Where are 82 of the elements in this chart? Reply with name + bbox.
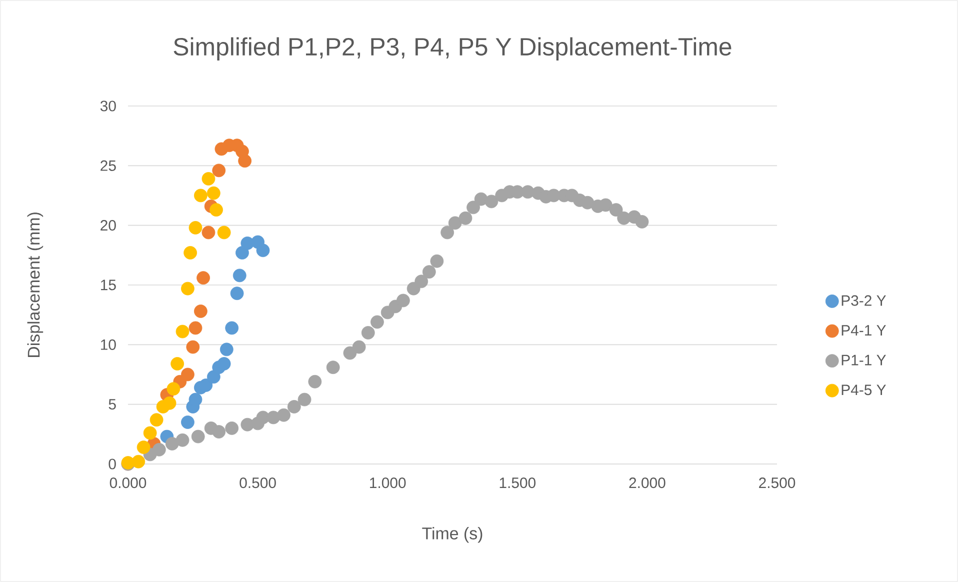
x-tick-label: 0.000 bbox=[110, 478, 146, 488]
point bbox=[225, 422, 239, 435]
y-tick-label: 15 bbox=[101, 280, 116, 290]
y-axis-title: Displacement (mm) bbox=[27, 212, 44, 358]
point bbox=[181, 368, 194, 382]
point bbox=[194, 188, 208, 202]
point bbox=[188, 392, 202, 406]
point bbox=[238, 154, 252, 168]
point bbox=[580, 196, 594, 210]
point bbox=[448, 216, 462, 230]
legend-label: P3-2 Y bbox=[842, 295, 886, 306]
point bbox=[609, 203, 623, 217]
point bbox=[206, 186, 220, 200]
x-tick-label: 2.500 bbox=[759, 478, 796, 488]
point bbox=[184, 246, 198, 260]
point bbox=[422, 265, 436, 279]
point bbox=[196, 271, 210, 285]
y-tick-label: 20 bbox=[100, 220, 116, 231]
x-tick-label: 0.500 bbox=[240, 478, 276, 488]
point bbox=[635, 215, 649, 228]
point bbox=[225, 321, 239, 335]
point bbox=[150, 413, 164, 427]
point bbox=[277, 408, 290, 422]
point bbox=[414, 274, 428, 288]
x-tick-label: 1.500 bbox=[500, 478, 536, 488]
point bbox=[166, 382, 180, 396]
point bbox=[199, 378, 213, 392]
point bbox=[298, 392, 312, 406]
point bbox=[361, 326, 375, 340]
point bbox=[162, 396, 176, 410]
point bbox=[236, 246, 249, 260]
point bbox=[440, 226, 454, 240]
legend-label: P4-5 Y bbox=[842, 384, 886, 396]
point bbox=[212, 164, 226, 178]
point bbox=[170, 357, 184, 370]
point bbox=[396, 294, 410, 308]
y-tick-label: 25 bbox=[100, 160, 116, 171]
point bbox=[308, 374, 322, 388]
point bbox=[430, 254, 444, 268]
x-tick-label: 2.000 bbox=[629, 478, 666, 488]
legend-label: P4-1 Y bbox=[842, 325, 886, 336]
point bbox=[484, 194, 498, 208]
point bbox=[458, 211, 472, 225]
point bbox=[326, 360, 340, 374]
point bbox=[181, 416, 194, 429]
point bbox=[343, 346, 357, 360]
point bbox=[232, 268, 246, 282]
point bbox=[188, 221, 202, 234]
point bbox=[176, 433, 190, 447]
point bbox=[287, 400, 301, 414]
point bbox=[176, 324, 190, 338]
point bbox=[220, 342, 234, 356]
y-tick-label: 0 bbox=[108, 458, 116, 470]
legend-label: P1-1 Y bbox=[842, 354, 886, 366]
point bbox=[186, 340, 200, 354]
point bbox=[202, 226, 216, 240]
y-tick-label: 10 bbox=[101, 339, 116, 350]
point bbox=[188, 321, 202, 335]
x-tick-label: 1.000 bbox=[370, 478, 406, 488]
point bbox=[217, 226, 231, 240]
point bbox=[352, 340, 366, 354]
point bbox=[181, 282, 194, 296]
point bbox=[206, 370, 220, 384]
y-tick-label: 5 bbox=[108, 399, 116, 410]
point bbox=[217, 357, 231, 370]
point bbox=[370, 315, 384, 329]
point bbox=[132, 454, 146, 468]
point bbox=[165, 437, 179, 450]
point bbox=[143, 426, 157, 440]
point bbox=[256, 244, 270, 258]
x-axis-title: Time (s) bbox=[422, 527, 482, 543]
point bbox=[466, 200, 480, 214]
y-tick-label: 30 bbox=[100, 100, 116, 112]
point bbox=[212, 425, 226, 438]
point bbox=[191, 430, 205, 444]
point bbox=[194, 304, 208, 318]
point bbox=[230, 286, 244, 300]
point bbox=[152, 442, 166, 456]
chart-title: Simplified P1,P2, P3, P4, P5 Y Displacement-Time bbox=[174, 37, 732, 60]
point bbox=[210, 203, 223, 217]
point bbox=[202, 172, 216, 186]
point bbox=[136, 440, 150, 454]
